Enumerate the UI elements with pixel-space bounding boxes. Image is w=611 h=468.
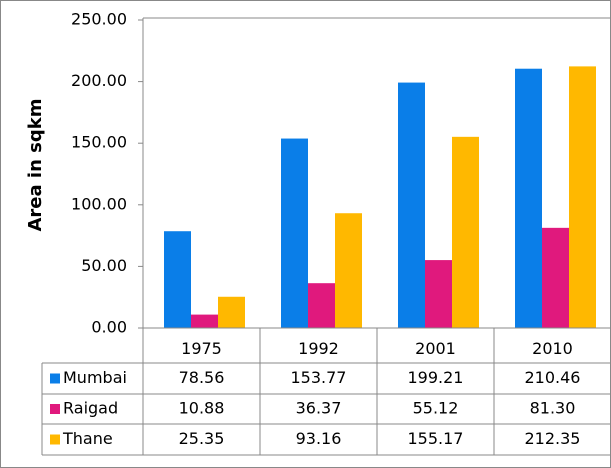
x-tick-label: 1975 (181, 339, 222, 358)
bar (164, 231, 191, 328)
table-value: 81.30 (530, 399, 576, 418)
legend-swatch (50, 404, 60, 414)
y-tick-label: 0.00 (91, 318, 127, 337)
bar (515, 68, 542, 328)
table-value: 210.46 (525, 368, 581, 387)
table-value: 10.88 (179, 399, 225, 418)
x-tick-label: 2001 (415, 339, 456, 358)
bar (191, 314, 218, 328)
legend-label: Raigad (63, 399, 118, 418)
legend-label: Mumbai (63, 368, 127, 387)
legend-label: Thane (62, 429, 113, 448)
bar (452, 136, 479, 328)
table-value: 153.77 (291, 368, 347, 387)
table-value: 199.21 (408, 368, 464, 387)
table-value: 212.35 (525, 429, 581, 448)
table-value: 93.16 (296, 429, 342, 448)
x-tick-label: 2010 (532, 339, 573, 358)
bar (218, 296, 245, 328)
y-axis-label: Area in sqkm (25, 98, 46, 231)
y-tick-label: 200.00 (71, 71, 127, 90)
y-tick-label: 50.00 (81, 256, 127, 275)
legend-swatch (50, 434, 60, 445)
table-value: 55.12 (413, 399, 459, 418)
bar (398, 82, 425, 329)
table-value: 25.35 (179, 429, 225, 448)
y-tick-label: 250.00 (71, 10, 127, 29)
table-value: 36.37 (296, 399, 342, 418)
bar (335, 213, 362, 328)
legend-swatch (50, 373, 60, 384)
y-tick-label: 100.00 (71, 194, 127, 213)
bar (425, 260, 452, 328)
table-value: 78.56 (179, 368, 225, 387)
x-tick-label: 1992 (298, 339, 339, 358)
bar (542, 227, 569, 328)
bar (569, 66, 596, 329)
bar (281, 138, 308, 328)
y-tick-label: 150.00 (71, 133, 127, 152)
table-value: 155.17 (408, 429, 464, 448)
bar (308, 283, 335, 328)
